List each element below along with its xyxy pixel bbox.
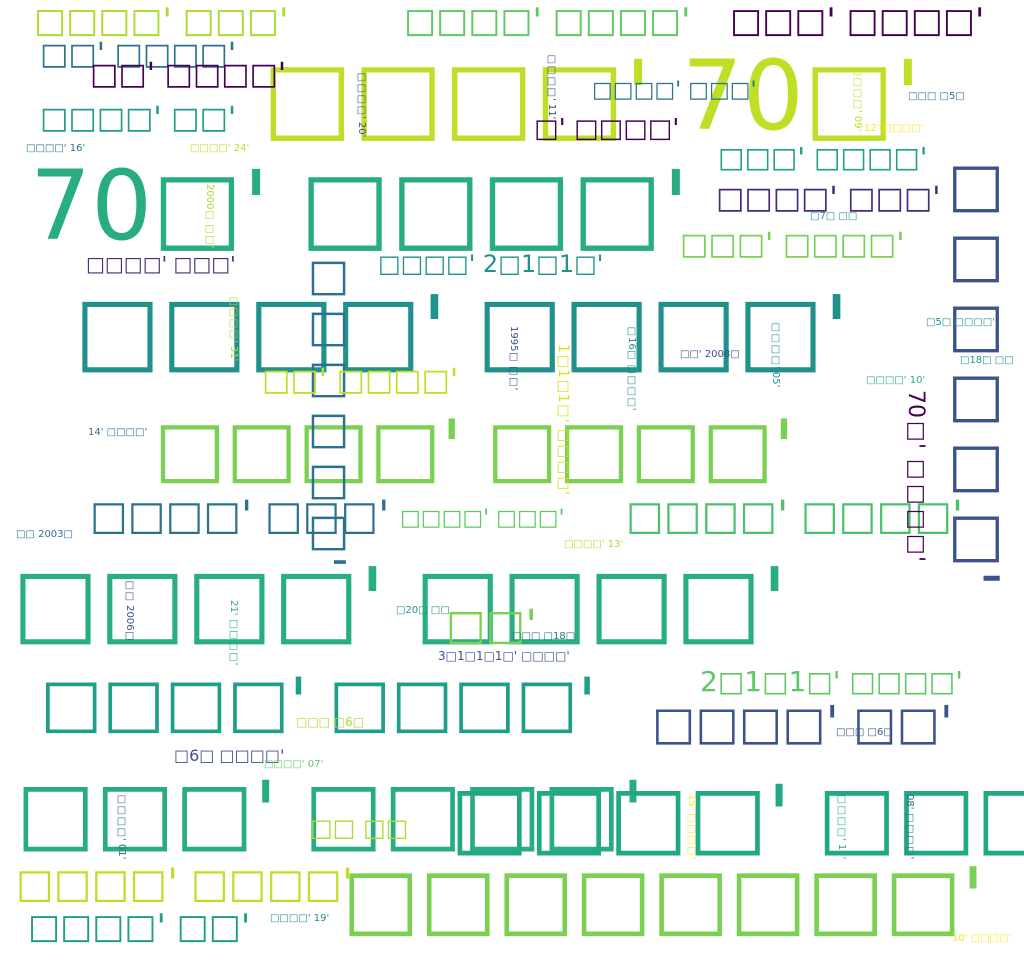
word-cloud-term: □' □□□□'	[534, 114, 680, 144]
word-cloud-term: 2000□ □□'	[204, 184, 215, 249]
word-cloud-term: □□' □□□□'	[90, 57, 287, 92]
word-cloud-term: □□□ □18□	[512, 631, 576, 642]
word-cloud-term: □□□□' 20'	[356, 72, 367, 138]
word-cloud-term: 70□' □□□□'	[903, 390, 928, 563]
word-cloud-term: □□□ □6□	[296, 715, 365, 729]
word-cloud-term: □□□□' □□□'	[592, 78, 757, 103]
word-cloud-term: □□□□' 17'	[836, 794, 847, 860]
word-cloud-term: 12' □□□□'	[864, 123, 924, 134]
word-cloud-term: 2□1□1□' □□□□'	[700, 665, 963, 698]
word-cloud-term: □□□□' 09'	[852, 66, 863, 132]
word-cloud-term: □□□□' □□□□'	[450, 767, 1024, 865]
word-cloud-term: □□□□' □□'	[40, 101, 237, 136]
word-cloud-term: □□□' □□□□'	[16, 763, 645, 861]
word-cloud-term: □□□□' □□□□'	[40, 664, 597, 741]
word-cloud-term: □□□□' □□□□'	[12, 548, 788, 655]
word-cloud-term: □7□ □□	[810, 211, 858, 222]
word-cloud-term: □□□□' □□□'	[716, 181, 941, 216]
word-cloud-term: □□□' □□□□'	[730, 1, 985, 41]
word-cloud-term: □□□□' □□□'	[400, 506, 565, 531]
word-cloud-term: □□□' □□□□'	[718, 141, 928, 174]
word-cloud-term: □□□' □□□□'	[680, 227, 905, 262]
word-cloud-term: □□□□' 05'	[770, 322, 781, 388]
word-cloud-term: □□□□' □□□□'	[626, 493, 964, 539]
word-cloud-term: □□' □□□□'	[40, 37, 237, 72]
word-cloud-term: □6□ □□□□'	[174, 746, 285, 765]
word-cloud-term: □□□□□□□□'	[342, 851, 985, 946]
word-cloud-term: □□□□' □□□□'	[16, 861, 354, 907]
word-cloud-term: □□□□' □□'	[28, 907, 251, 947]
word-cloud-term: □□□□' □□□□'	[154, 403, 795, 492]
word-cloud-term: □□'	[446, 600, 537, 649]
word-cloud-term: □□ 2006□	[124, 580, 135, 642]
word-cloud-term: □□□□' 11'	[546, 54, 557, 120]
word-cloud-term: □□□□' □□□'	[90, 493, 390, 539]
word-cloud-term: □□□□' 07'	[264, 759, 324, 770]
word-cloud-term: □□□□' □□□□'	[404, 1, 691, 41]
word-cloud-term: □□□□' 01'	[116, 794, 127, 860]
word-cloud-term: 21' □□□□'	[228, 600, 239, 666]
word-cloud-term: 3□1□1□1□' □□□□'	[438, 649, 570, 663]
word-cloud-term: 1995□ □□'	[508, 326, 519, 391]
word-cloud-term: □□□□' □□□'	[34, 1, 289, 41]
word-cloud-term: □□□□□□'	[303, 250, 354, 569]
word-cloud-term: □□□□' 70□'	[262, 40, 921, 152]
word-cloud-term: □□□ □6□	[836, 727, 893, 738]
word-cloud-term: □□□ □5□	[908, 91, 965, 102]
word-cloud-term: □□□□' 10'	[866, 375, 926, 386]
word-cloud-term: □□□□' 31'	[228, 296, 239, 362]
word-cloud-term: 14' □□□□'	[88, 427, 148, 438]
word-cloud-term: □□' □□□□'	[262, 363, 459, 398]
word-cloud-term: □□□□□□'	[941, 150, 1011, 587]
word-cloud-term: 08' □□□□'	[904, 794, 915, 860]
word-cloud-term: 15' □□□□'	[686, 794, 697, 860]
word-cloud-term: □□□□' 2□1□1□'	[378, 250, 604, 278]
word-cloud-term: □□□□' 24'	[190, 143, 250, 154]
word-cloud-term: □□□□' 16'	[26, 143, 86, 154]
word-cloud-term: □□' 2008□	[680, 349, 740, 360]
word-cloud-term: 70□' □□□□'	[30, 150, 689, 262]
word-cloud-term: □20□ □□	[396, 605, 450, 616]
word-cloud-term: □□□□' □□□'	[86, 252, 236, 276]
word-cloud-term: □□□□' □□'	[652, 696, 953, 750]
word-cloud-term: 10' □□□□'	[952, 933, 1012, 944]
word-cloud-term: □□□□' □□□□'	[74, 276, 850, 383]
word-cloud-term: □□□□' 13'	[564, 539, 624, 550]
word-cloud-term: □□ □□	[310, 814, 409, 842]
word-cloud-term: □□ 2003□	[16, 529, 73, 540]
word-cloud-term: 1□1□1□' □□□□'	[555, 344, 571, 495]
word-cloud-term: □5□ □□□□'	[926, 317, 995, 328]
word-cloud-term: □□□□' 19'	[270, 913, 330, 924]
word-cloud-term: □16□ □□□□'	[626, 326, 637, 411]
word-cloud-term: □18□ □□	[960, 355, 1014, 366]
